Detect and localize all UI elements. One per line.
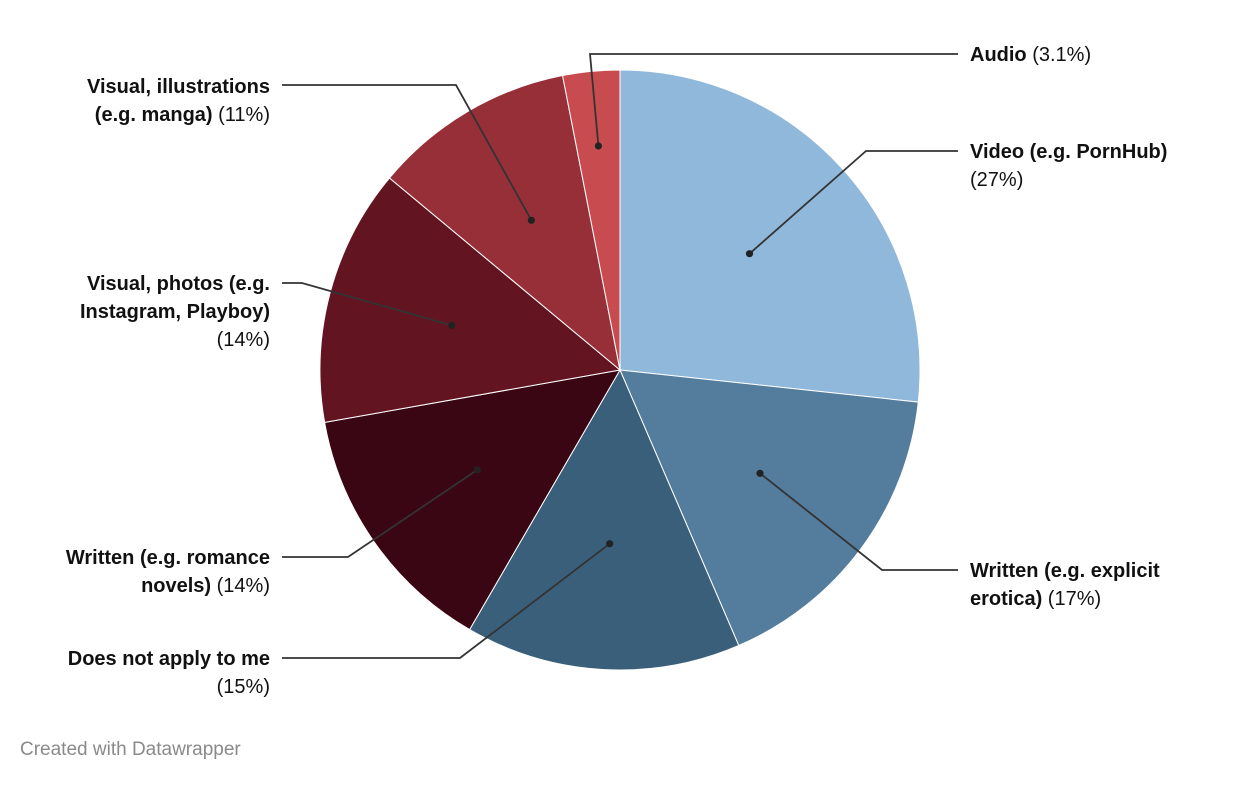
leader-dot-6 [527,216,536,224]
slice-label-4: Written (e.g. romance novels) (14%) [66,547,270,597]
pie-slices [319,69,921,671]
leader-line-2 [759,472,958,571]
leader-line-5 [282,282,453,327]
leader-lines [282,53,958,659]
slice-label-3: Does not apply to me (15%) [68,648,270,698]
leader-line-1 [748,150,958,255]
leader-line-3 [282,542,611,659]
leader-line-6 [282,84,533,221]
leader-line-7 [589,53,958,147]
pie-slice-5 [319,177,622,423]
leader-dot-4 [473,466,481,474]
leader-dot-2 [756,469,764,477]
leader-dot-7 [594,142,603,150]
pie-slice-3 [468,368,740,671]
slice-label-5: Visual, photos (e.g. Instagram, Playboy)(… [80,273,270,351]
leader-line-4 [282,469,478,558]
leader-dot-1 [745,250,754,258]
slice-label-2: Written (e.g. explicit erotica) (17%) [970,560,1160,610]
slice-labels: Video (e.g. PornHub) (27%) Written (e.g. e… [66,44,1168,698]
pie-slice-4 [324,369,621,631]
pie-slice-2 [619,369,919,647]
slice-label-6: Visual, illustrations (e.g. manga) (11%) [87,76,270,126]
leader-dot-5 [448,321,456,329]
pie-slice-6 [388,74,621,372]
slice-label-7: Audio (3.1%) [970,44,1091,66]
datawrapper-credit[interactable]: Created with Datawrapper [20,739,241,760]
slice-label-1: Video (e.g. PornHub) (27%) [970,141,1167,191]
leader-dot-3 [606,540,614,548]
